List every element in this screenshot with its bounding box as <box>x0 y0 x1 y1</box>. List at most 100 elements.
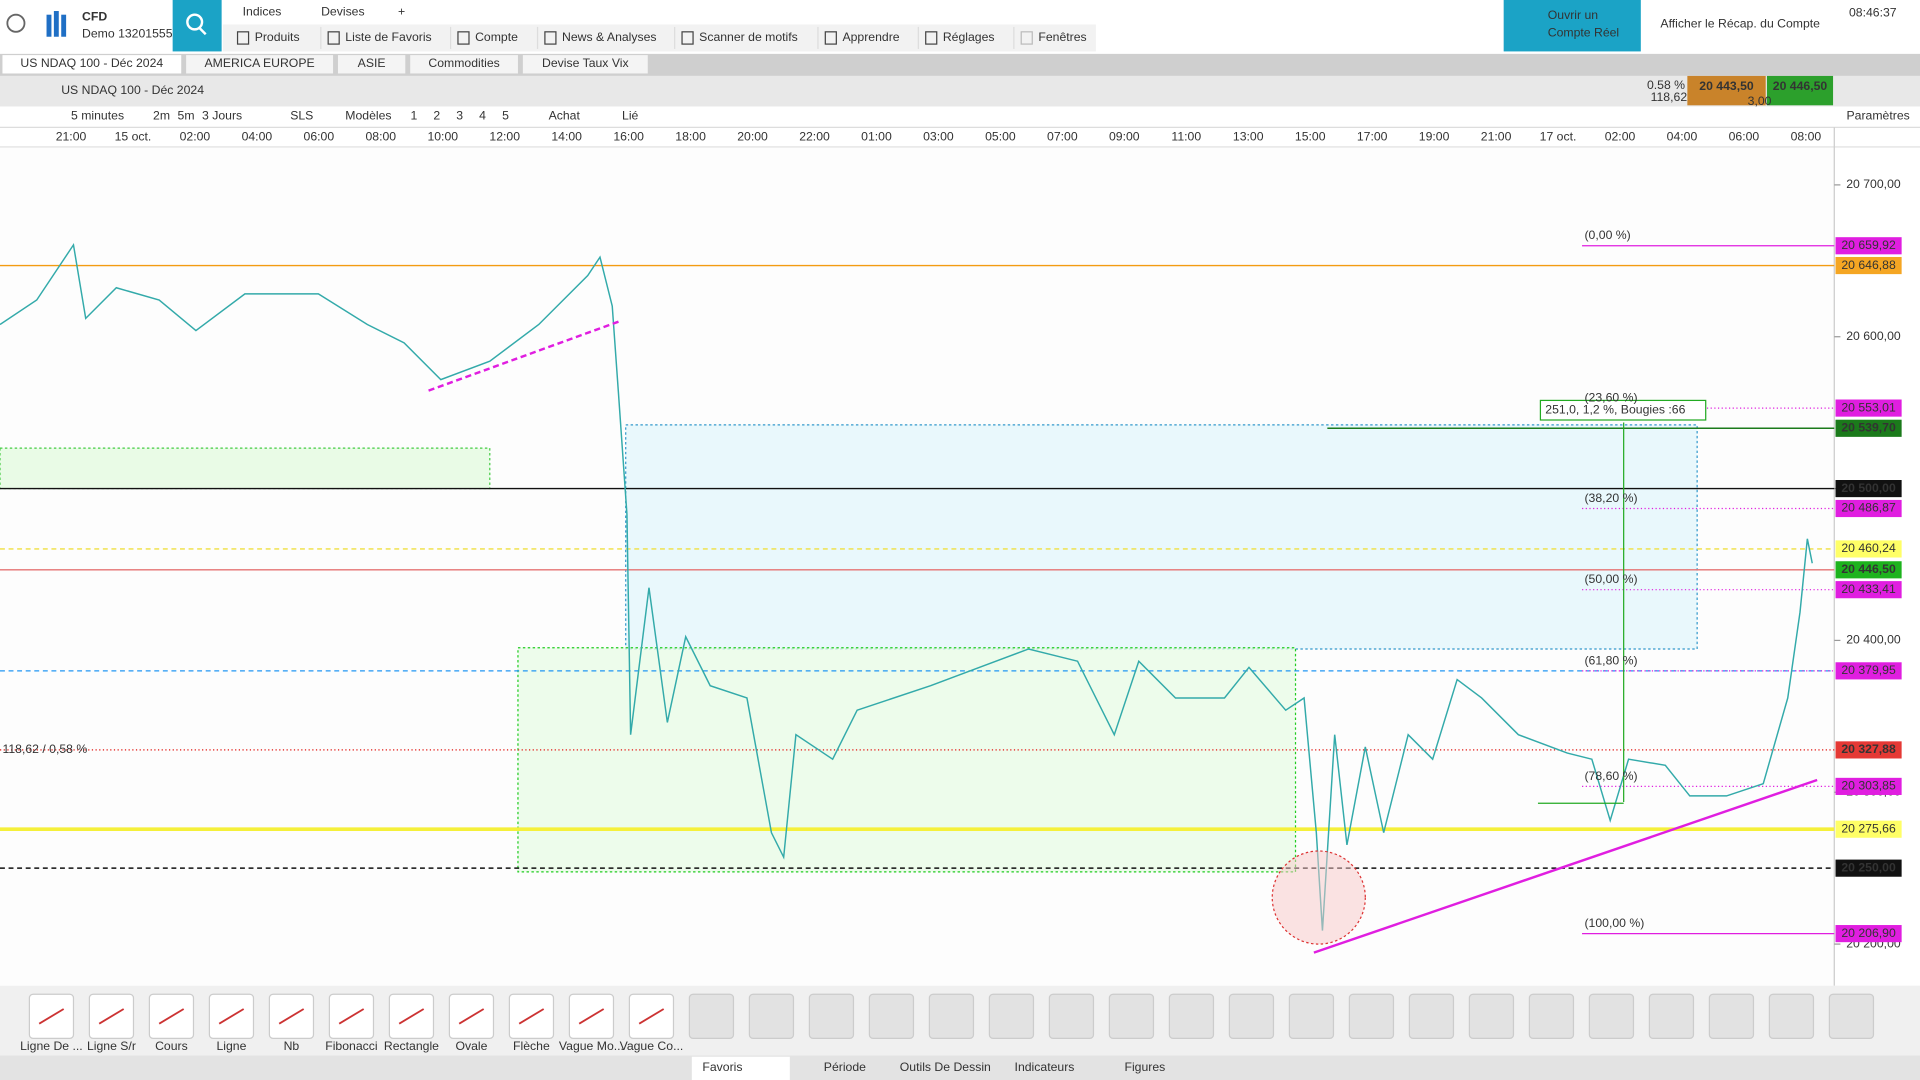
watchlist-tab[interactable] <box>186 55 334 74</box>
bottom-tab[interactable]: Figures <box>1124 1060 1165 1074</box>
linked[interactable]: Lié <box>622 109 639 123</box>
tool-slot[interactable] <box>1108 993 1155 1039</box>
tool-slot[interactable] <box>748 993 795 1039</box>
watchlist-label[interactable]: Commodities <box>428 56 499 70</box>
tool-slot[interactable] <box>988 993 1035 1039</box>
tool-slot[interactable] <box>1828 993 1875 1039</box>
tool-label[interactable]: Ligne De ... <box>20 1039 83 1053</box>
tool-slot[interactable] <box>1348 993 1395 1039</box>
menu-item[interactable]: Liste de Favoris <box>345 30 431 44</box>
tool-label[interactable]: Ovale <box>455 1039 487 1053</box>
watchlist-tab[interactable] <box>410 55 518 74</box>
time-label: 07:00 <box>1047 129 1078 143</box>
menu-item[interactable]: Apprendre <box>842 30 899 44</box>
bottom-tab[interactable]: Outils De Dessin <box>900 1060 991 1074</box>
tab[interactable]: Indices <box>243 4 282 18</box>
bottom-tab[interactable]: Favoris <box>702 1060 742 1074</box>
tab[interactable]: Devises <box>321 4 365 18</box>
range[interactable]: 3 Jours <box>202 109 242 123</box>
tool-slot[interactable] <box>688 993 735 1039</box>
tool-label[interactable]: Cours <box>155 1039 188 1053</box>
price-badge <box>1835 777 1902 795</box>
menu-item[interactable]: Fenêtres <box>1038 30 1086 44</box>
templates[interactable]: Modèles <box>345 109 391 123</box>
price-badge <box>1835 237 1902 255</box>
brand: CFD <box>82 9 107 23</box>
menu-item[interactable]: Scanner de motifs <box>699 30 798 44</box>
tool-label[interactable]: Vague Mo... <box>559 1039 624 1053</box>
bottom-tab[interactable]: Indicateurs <box>1015 1060 1075 1074</box>
price-badge-label: 20 250,00 <box>1841 860 1896 874</box>
menu-item[interactable]: Réglages <box>943 30 995 44</box>
menu-icon <box>1020 31 1033 45</box>
settings[interactable]: Paramètres <box>1847 109 1910 123</box>
tool-slot[interactable] <box>1288 993 1335 1039</box>
layout[interactable]: 5 <box>502 109 509 123</box>
tool-slot[interactable] <box>1768 993 1815 1039</box>
tool-slot[interactable] <box>868 993 915 1039</box>
watchlist-tab[interactable] <box>522 55 648 74</box>
bid-box[interactable] <box>1687 75 1766 106</box>
tool-slot[interactable] <box>808 993 855 1039</box>
watchlist-tab[interactable] <box>2 55 182 74</box>
price-badge-label: 20 446,50 <box>1841 562 1896 576</box>
search-button[interactable] <box>172 0 222 52</box>
layout[interactable]: 3 <box>456 109 463 123</box>
menu-item[interactable]: News & Analyses <box>562 30 657 44</box>
fib-label: (100,00 %) <box>1584 916 1644 930</box>
tool-slot[interactable] <box>1228 993 1275 1039</box>
tool-label[interactable]: Rectangle <box>384 1039 439 1053</box>
tool-slot[interactable] <box>1408 993 1455 1039</box>
add-tab[interactable]: + <box>398 4 405 18</box>
quick-interval[interactable]: 2m <box>153 109 170 123</box>
tool-label[interactable]: Fibonacci <box>325 1039 377 1053</box>
menu-item[interactable]: Compte <box>475 30 518 44</box>
ask[interactable]: 20 446,50 <box>1773 79 1828 93</box>
time-label: 08:00 <box>366 129 397 143</box>
summary[interactable]: Afficher le Récap. du Compte <box>1660 17 1820 31</box>
watchlist-tab[interactable] <box>337 55 406 74</box>
open-account[interactable]: Ouvrir un <box>1548 8 1599 22</box>
layout[interactable]: 1 <box>410 109 417 123</box>
tool-icon <box>278 1008 305 1025</box>
tool-slot[interactable] <box>1528 993 1575 1039</box>
tool-label[interactable]: Nb <box>284 1039 300 1053</box>
tool-slot[interactable] <box>1648 993 1695 1039</box>
interval[interactable]: 5 minutes <box>71 109 124 123</box>
tool-slot[interactable] <box>928 993 975 1039</box>
bottom-tab[interactable]: Période <box>824 1060 866 1074</box>
tool-label[interactable]: Vague Co... <box>620 1039 684 1053</box>
open-account[interactable]: Compte Réel <box>1548 25 1619 39</box>
price-tick: 20 700,00 <box>1846 177 1901 191</box>
user-icon[interactable] <box>6 13 26 33</box>
tool-slot[interactable] <box>1048 993 1095 1039</box>
layout[interactable]: 4 <box>479 109 486 123</box>
active-tab[interactable] <box>691 1056 790 1080</box>
fib-label: (61,80 %) <box>1584 653 1637 667</box>
tool-slot[interactable] <box>1468 993 1515 1039</box>
buy[interactable]: Achat <box>549 109 581 123</box>
open-account-button[interactable] <box>1503 0 1641 52</box>
sls[interactable]: SLS <box>290 109 313 123</box>
fib-label: (23,60 %) <box>1584 391 1637 405</box>
watchlist-label[interactable]: AMERICA EUROPE <box>205 56 315 70</box>
tool-label[interactable]: Flèche <box>513 1039 550 1053</box>
tool-slot[interactable] <box>1588 993 1635 1039</box>
quick-interval[interactable]: 5m <box>178 109 195 123</box>
time-label: 22:00 <box>799 129 830 143</box>
tool-slot[interactable] <box>1168 993 1215 1039</box>
bid[interactable]: 20 443,50 <box>1699 79 1754 93</box>
watchlist-label[interactable]: ASIE <box>358 56 386 70</box>
watchlist-label[interactable]: US NDAQ 100 - Déc 2024 <box>20 56 163 70</box>
menu-item[interactable]: Produits <box>255 30 300 44</box>
tool-label[interactable]: Ligne <box>216 1039 246 1053</box>
layout[interactable]: 2 <box>433 109 440 123</box>
watchlist-label[interactable]: Devise Taux Vix <box>542 56 629 70</box>
ask-box[interactable] <box>1766 75 1834 106</box>
trend-line <box>1313 778 1818 954</box>
bottom-bar <box>0 1055 1920 1080</box>
tool-label[interactable]: Ligne S/r <box>87 1039 136 1053</box>
tool-slot[interactable] <box>1708 993 1755 1039</box>
clock: 08:46:37 <box>1849 6 1897 20</box>
fib-label: (50,00 %) <box>1584 572 1637 586</box>
